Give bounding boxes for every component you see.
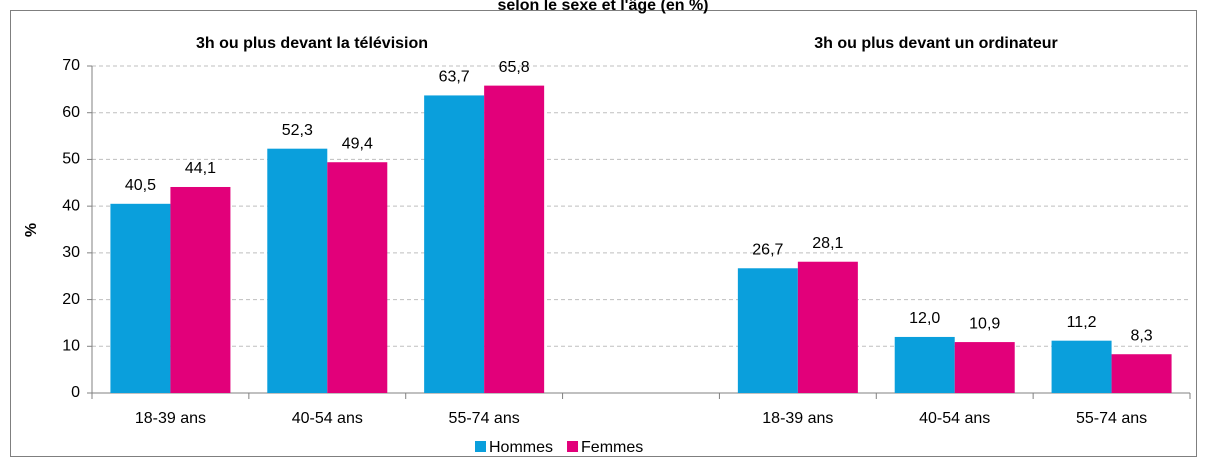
y-tick-label: 30 [62,244,80,261]
chart-title: selon le sexe et l'âge (en %) [498,0,709,14]
bar [954,342,1015,393]
y-tick-label: 0 [71,384,80,401]
value-label: 11,2 [1067,314,1097,331]
value-label: 28,1 [812,235,843,252]
legend-label: Hommes [489,439,553,456]
x-tick-label: 18-39 ans [762,410,833,427]
value-label: 40,5 [125,177,156,194]
bar [327,162,388,393]
value-label: 8,3 [1130,327,1152,344]
y-tick-label: 60 [62,104,80,121]
annotation: 3h ou plus devant un ordinateur [814,35,1058,52]
x-tick-label: 40-54 ans [292,410,363,427]
bar [424,95,485,394]
legend-swatch [475,441,486,452]
bar [484,85,545,394]
bar [797,261,858,393]
value-label: 44,1 [185,160,216,177]
value-label: 65,8 [499,59,530,76]
y-tick-label: 40 [62,197,80,214]
bar [170,186,231,393]
y-tick-label: 10 [62,338,80,355]
annotation: 3h ou plus devant la télévision [196,35,428,52]
legend-swatch [567,441,579,452]
bar [737,268,798,393]
y-tick-label: 50 [62,151,80,168]
bar [267,148,328,393]
y-axis-label: % [23,223,40,237]
value-label: 10,9 [969,315,1000,332]
legend-label: Femmes [581,439,643,456]
value-label: 52,3 [282,122,313,139]
bar [110,203,171,393]
value-label: 12,0 [909,310,940,327]
y-tick-label: 70 [62,57,80,74]
x-tick-label: 55-74 ans [1076,410,1147,427]
bar [1111,354,1172,393]
x-tick-label: 55-74 ans [449,410,520,427]
value-label: 63,7 [439,69,470,86]
bar [894,336,955,393]
y-tick-label: 20 [62,291,80,308]
bar [1051,340,1112,393]
x-tick-label: 40-54 ans [919,410,990,427]
x-tick-label: 18-39 ans [135,410,206,427]
value-label: 26,7 [752,241,783,258]
value-label: 49,4 [342,135,373,152]
